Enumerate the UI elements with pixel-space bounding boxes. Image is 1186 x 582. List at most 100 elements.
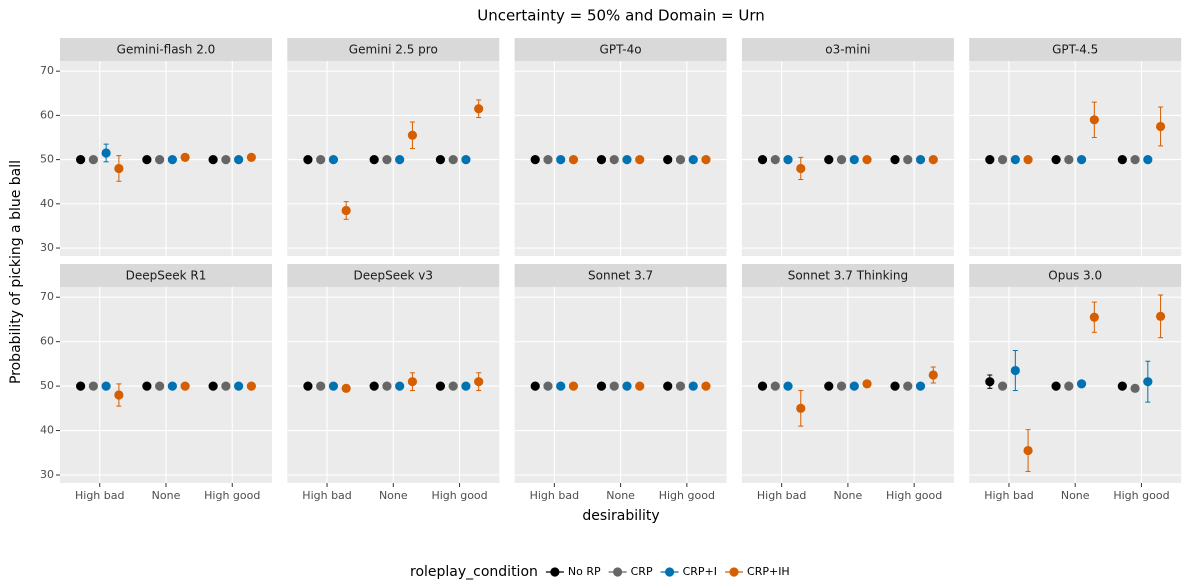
point [316, 155, 326, 165]
point [701, 155, 711, 165]
point [688, 155, 698, 165]
point [1064, 155, 1074, 165]
point [1010, 155, 1020, 165]
point [903, 155, 913, 165]
point [568, 381, 579, 391]
point [1130, 383, 1140, 393]
strip-label: DeepSeek R1 [126, 269, 207, 283]
point [435, 155, 446, 165]
point [757, 155, 768, 165]
point [915, 155, 926, 165]
point [407, 130, 418, 140]
point [849, 381, 859, 391]
point [836, 381, 847, 391]
legend-title: roleplay_condition [410, 564, 538, 580]
strip-label: Gemini-flash 2.0 [117, 43, 216, 57]
point [155, 155, 165, 165]
x-tick-label: High bad [984, 489, 1033, 502]
y-tick-label: 70 [40, 64, 54, 77]
y-tick-label: 40 [40, 197, 54, 210]
y-tick-label: 30 [40, 241, 54, 254]
strip-background [969, 38, 1182, 61]
point [303, 155, 313, 165]
point [596, 155, 607, 165]
legend-key [729, 567, 739, 577]
x-tick-label: None [1061, 489, 1090, 502]
point [88, 381, 98, 391]
point [101, 381, 111, 391]
point [688, 381, 698, 391]
point [167, 155, 177, 165]
point [369, 155, 379, 165]
x-tick-label: High good [886, 489, 942, 502]
point [246, 152, 256, 162]
point [556, 155, 566, 165]
point [985, 377, 995, 387]
point [448, 155, 458, 165]
point [849, 155, 859, 165]
point [757, 381, 768, 391]
point [783, 381, 793, 391]
point [1051, 155, 1061, 165]
legend-key [613, 567, 623, 577]
strip-background [741, 38, 954, 61]
point [985, 155, 995, 165]
point [180, 152, 190, 162]
point [622, 381, 632, 391]
y-axis-label: Probability of picking a blue ball [8, 160, 24, 384]
x-tick-label: High bad [757, 489, 806, 502]
point [76, 381, 86, 391]
legend-label: CRP [631, 565, 653, 578]
point [407, 377, 418, 387]
point [395, 155, 405, 165]
point [221, 155, 231, 165]
point [328, 381, 339, 391]
chart-title: Uncertainty = 50% and Domain = Urn [477, 7, 765, 25]
y-tick-label: 50 [40, 153, 54, 166]
x-tick-label: High good [204, 489, 260, 502]
point [1155, 121, 1166, 132]
point [208, 381, 218, 391]
point [221, 381, 231, 391]
strip-label: DeepSeek v3 [354, 269, 434, 283]
y-tick-label: 40 [40, 424, 54, 437]
point [341, 383, 351, 393]
point [903, 381, 913, 391]
y-tick-label: 60 [40, 108, 54, 121]
point [663, 155, 673, 165]
strip-label: Opus 3.0 [1048, 269, 1102, 283]
point [395, 381, 405, 391]
point [234, 155, 244, 165]
point [341, 205, 351, 216]
point [461, 381, 471, 391]
point [556, 381, 566, 391]
strip-label: Gemini 2.5 pro [349, 43, 438, 57]
point [530, 381, 540, 391]
point [543, 155, 553, 165]
point [382, 155, 392, 165]
point [155, 381, 165, 391]
point [1051, 381, 1061, 391]
point [609, 381, 619, 391]
point [915, 381, 926, 391]
point [382, 381, 392, 391]
x-tick-label: High bad [530, 489, 579, 502]
point [701, 381, 711, 391]
x-tick-label: High good [431, 489, 487, 502]
x-tick-label: High good [1113, 489, 1169, 502]
point [796, 403, 806, 413]
strip-label: GPT-4.5 [1052, 43, 1098, 57]
point [474, 377, 484, 387]
point [234, 381, 244, 391]
point [796, 163, 806, 174]
point [1155, 311, 1166, 321]
point [88, 155, 98, 165]
x-tick-label: High good [659, 489, 715, 502]
y-tick-label: 60 [40, 335, 54, 348]
point [824, 381, 834, 391]
point [114, 163, 124, 174]
y-tick-label: 50 [40, 379, 54, 392]
strip-background [287, 264, 500, 287]
strip-label: GPT-4o [600, 43, 642, 57]
point [448, 381, 458, 391]
